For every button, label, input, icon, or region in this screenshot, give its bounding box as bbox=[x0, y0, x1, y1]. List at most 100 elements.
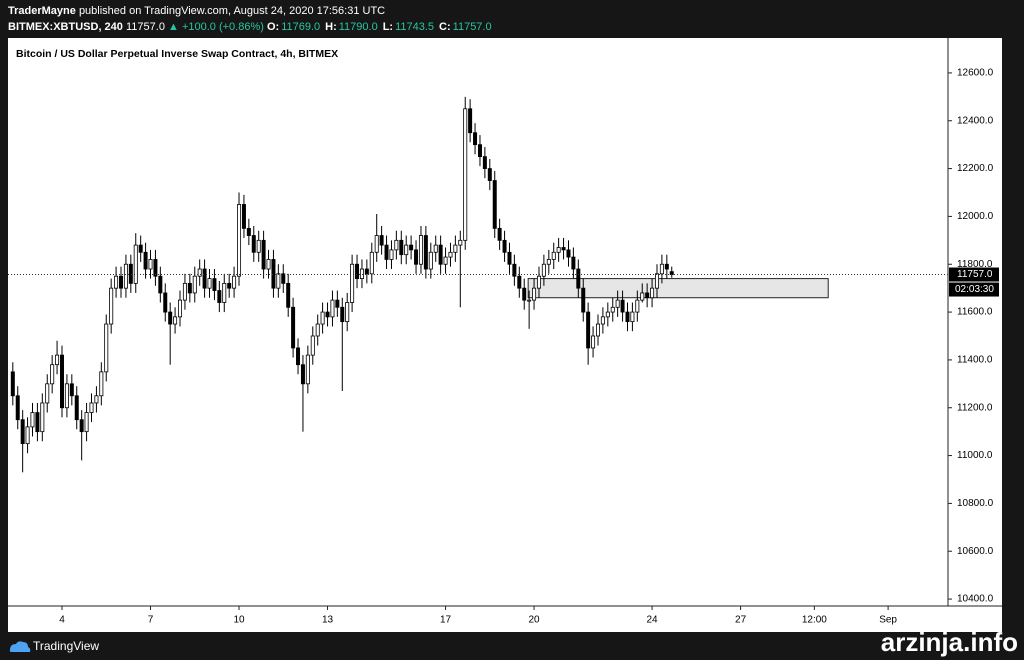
candle-body bbox=[296, 347, 301, 366]
candle-body bbox=[610, 306, 615, 313]
last: 11757.0 bbox=[125, 21, 165, 33]
chart-background bbox=[8, 38, 1002, 632]
countdown-tag bbox=[949, 282, 999, 297]
candle-body bbox=[276, 273, 281, 289]
y-tick-label: 11400.0 bbox=[957, 355, 993, 366]
candle-body bbox=[482, 156, 487, 169]
symbol-line: BITMEX:XBTUSD, 240 11757.0 ▲ +100.0 (+0.… bbox=[8, 19, 497, 35]
candle-body bbox=[517, 275, 522, 289]
candle-body bbox=[502, 239, 507, 253]
candle-body bbox=[94, 395, 99, 404]
candle-body bbox=[187, 282, 192, 294]
candle-body bbox=[487, 168, 492, 181]
candle-body bbox=[266, 259, 271, 270]
candle-body bbox=[364, 268, 369, 275]
candle-body bbox=[30, 412, 35, 428]
y-tick-label: 12400.0 bbox=[957, 115, 994, 126]
candle-body bbox=[133, 244, 138, 284]
candle-body bbox=[561, 247, 566, 251]
header: TraderMayne published on TradingView.com… bbox=[8, 3, 497, 35]
candle-body bbox=[443, 256, 448, 265]
candle-body bbox=[566, 249, 571, 258]
candle-body bbox=[414, 249, 419, 265]
candle-body bbox=[492, 180, 497, 229]
candle-body bbox=[571, 256, 576, 270]
candle-body bbox=[359, 268, 364, 279]
candle-body bbox=[655, 273, 660, 289]
candle-body bbox=[350, 263, 355, 303]
candle-body bbox=[615, 299, 620, 308]
candle-body bbox=[202, 268, 207, 289]
candle-body bbox=[645, 292, 650, 299]
candle-body bbox=[345, 302, 350, 323]
candle-body bbox=[59, 354, 64, 409]
candle-body bbox=[605, 311, 610, 318]
candle-body bbox=[153, 259, 158, 277]
last-price-tag bbox=[949, 267, 999, 282]
x-tick-label: 13 bbox=[322, 615, 334, 626]
candle-body bbox=[330, 299, 335, 318]
candle-body bbox=[271, 259, 276, 289]
candle-body bbox=[458, 239, 463, 246]
candle-body bbox=[241, 204, 246, 229]
candle-body bbox=[512, 263, 517, 277]
candle-body bbox=[291, 306, 296, 349]
candle-body bbox=[178, 299, 183, 318]
candle-body bbox=[497, 227, 502, 241]
watermark: arzinja.info bbox=[881, 627, 1018, 657]
candle-body bbox=[246, 227, 251, 236]
candle-body bbox=[89, 402, 94, 413]
candle-body bbox=[10, 371, 15, 397]
candle-body bbox=[64, 383, 69, 409]
candle-body bbox=[546, 259, 551, 265]
chart-title: Bitcoin / US Dollar Perpetual Inverse Sw… bbox=[16, 48, 338, 60]
candle-body bbox=[104, 323, 109, 373]
candle-body bbox=[217, 290, 222, 303]
candle-body bbox=[128, 263, 133, 284]
candle-body bbox=[477, 144, 482, 158]
candle-body bbox=[227, 282, 232, 289]
candle-body bbox=[300, 364, 305, 385]
publish-line: TraderMayne published on TradingView.com… bbox=[8, 3, 497, 19]
candle-body bbox=[522, 287, 527, 301]
ohlc-value: 11743.5 bbox=[395, 21, 435, 33]
candle-body bbox=[369, 251, 374, 275]
candle-body bbox=[232, 275, 237, 289]
y-tick-label: 10800.0 bbox=[957, 498, 994, 509]
x-tick-label: 27 bbox=[735, 615, 747, 626]
candle-body bbox=[389, 249, 394, 260]
candle-body bbox=[463, 108, 468, 241]
candle-body bbox=[507, 251, 512, 265]
candle-body bbox=[45, 383, 50, 404]
candle-body bbox=[20, 419, 25, 445]
ohlc-value: 11769.0 bbox=[281, 21, 321, 33]
footer-brand: TradingView bbox=[33, 639, 99, 653]
candle-body bbox=[99, 371, 104, 397]
y-tick-label: 12200.0 bbox=[957, 163, 994, 174]
candle-body bbox=[237, 204, 242, 277]
candle-body bbox=[109, 287, 114, 325]
candle-body bbox=[384, 244, 389, 260]
candle-body bbox=[79, 419, 84, 433]
candle-body bbox=[197, 268, 202, 277]
candle-body bbox=[148, 259, 153, 270]
ohlc-key: O: bbox=[266, 21, 280, 33]
ohlc: O: 11769.0 H: 11790.0 L: 11743.5 C: 11757.0 bbox=[267, 21, 497, 33]
candle-body bbox=[576, 268, 581, 289]
candle-body bbox=[182, 282, 187, 301]
candle-body bbox=[340, 306, 345, 323]
candle-body bbox=[114, 275, 119, 289]
x-tick-label: 4 bbox=[59, 615, 65, 626]
candle-body bbox=[35, 412, 40, 433]
candle-body bbox=[438, 244, 443, 265]
candle-body bbox=[158, 275, 163, 294]
candle-body bbox=[335, 299, 340, 308]
candle-body bbox=[532, 287, 537, 301]
candle-body bbox=[374, 235, 379, 253]
candle-body bbox=[625, 311, 630, 323]
candle-body bbox=[55, 354, 60, 366]
candle-body bbox=[251, 235, 256, 253]
candle-body bbox=[468, 108, 473, 134]
